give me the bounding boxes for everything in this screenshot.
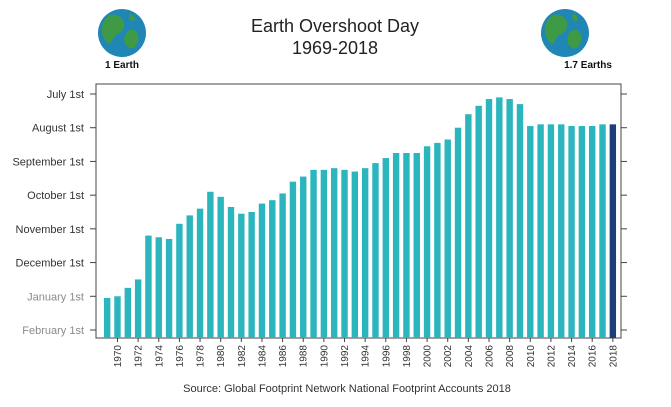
- bar-2003: [454, 127, 462, 338]
- bar-1990: [320, 169, 328, 338]
- x-tick-label: 1972: [134, 345, 145, 368]
- x-tick-label: 1982: [237, 345, 248, 368]
- y-axis: July 1st August 1st September 1st October 1…: [12, 89, 627, 337]
- x-tick-label: 2008: [505, 345, 516, 368]
- bar-1988: [300, 176, 307, 338]
- x-tick-label: 1980: [216, 345, 227, 368]
- x-tick-label: 2012: [546, 345, 557, 368]
- bar-1978: [196, 208, 204, 338]
- bar-2007: [496, 97, 503, 338]
- y-tick-label: July 1st: [47, 89, 84, 101]
- bar-1973: [145, 235, 152, 338]
- earth-globe-icon: [98, 9, 146, 57]
- bar-2017: [599, 124, 606, 338]
- bar-1982: [238, 213, 245, 338]
- bar-1981: [227, 206, 235, 338]
- bar-1977: [186, 215, 193, 338]
- bar-1976: [176, 223, 183, 338]
- x-tick-label: 2014: [567, 345, 578, 368]
- bar-1989: [310, 169, 317, 338]
- x-tick-label: 1974: [154, 345, 165, 368]
- bar-1997: [392, 153, 400, 338]
- y-tick-label: February 1st: [22, 325, 84, 337]
- x-tick-label: 2010: [526, 345, 537, 368]
- source-note: Source: Global Footprint Network Nationa…: [183, 383, 511, 395]
- bar-2016: [589, 126, 596, 339]
- y-tick-label: December 1st: [16, 258, 84, 270]
- bar-2004: [465, 114, 472, 338]
- bars-group: [103, 97, 617, 339]
- earth-globe-icon: [541, 9, 589, 57]
- bar-1971: [124, 287, 131, 338]
- x-tick-label: 1976: [175, 345, 186, 368]
- x-tick-label: 1990: [319, 345, 330, 368]
- y-tick-label: January 1st: [27, 291, 84, 303]
- x-tick-label: 2004: [464, 345, 475, 368]
- bar-1986: [279, 193, 286, 338]
- bar-1974: [155, 237, 162, 338]
- x-tick-label: 1992: [340, 345, 351, 368]
- bar-1984: [258, 203, 266, 338]
- bar-2011: [537, 124, 544, 338]
- bar-2014: [568, 126, 575, 339]
- y-tick-label: September 1st: [12, 156, 84, 168]
- bar-2005: [475, 105, 482, 338]
- x-tick-label: 1998: [402, 345, 413, 368]
- bar-2008: [506, 99, 513, 338]
- plot-frame: [95, 83, 622, 339]
- earth-globe-partial-icon: [593, 9, 641, 57]
- bar-1996: [382, 158, 389, 338]
- x-tick-label: 1978: [196, 345, 207, 368]
- x-tick-label: 2000: [423, 345, 434, 368]
- right-earth-label: 1.7 Earths: [564, 60, 612, 71]
- bar-1979: [207, 191, 214, 338]
- bar-1994: [361, 168, 369, 338]
- bar-2009: [516, 104, 524, 338]
- bar-2006: [485, 99, 493, 338]
- bar-1983: [248, 212, 255, 338]
- bar-1995: [372, 163, 379, 338]
- bar-1970: [114, 296, 121, 338]
- bar-1975: [165, 238, 173, 338]
- x-tick-label: 1984: [257, 345, 268, 368]
- y-tick-label: October 1st: [27, 190, 84, 202]
- y-tick-label: November 1st: [16, 224, 84, 236]
- bar-1999: [413, 153, 420, 338]
- x-tick-label: 2018: [608, 345, 619, 368]
- bar-1992: [341, 169, 348, 338]
- bar-2000: [423, 146, 431, 338]
- bar-2010: [527, 126, 534, 339]
- bar-2002: [444, 139, 451, 338]
- x-tick-label: 2002: [443, 345, 454, 368]
- bar-1985: [269, 200, 276, 338]
- bar-2013: [558, 124, 565, 338]
- bar-1991: [331, 168, 338, 338]
- chart-subtitle: 1969-2018: [292, 38, 378, 58]
- x-tick-label: 1970: [113, 345, 124, 368]
- bar-2018: [609, 124, 617, 338]
- bar-1987: [289, 181, 297, 338]
- bar-1980: [217, 196, 224, 338]
- chart-title: Earth Overshoot Day: [251, 16, 419, 36]
- bar-2001: [434, 142, 441, 338]
- bar-2012: [547, 124, 555, 338]
- x-tick-label: 1986: [278, 345, 289, 368]
- y-tick-label: August 1st: [32, 123, 84, 135]
- x-tick-label: 2016: [588, 345, 599, 368]
- x-tick-label: 1988: [299, 345, 310, 368]
- bar-1993: [351, 171, 359, 338]
- x-axis: 1970 1972 1974 1976 1978 1980 1982 1984 1986 1988…: [113, 338, 619, 367]
- left-earth-label: 1 Earth: [105, 60, 139, 71]
- x-tick-label: 2006: [485, 345, 496, 368]
- x-tick-label: 1994: [361, 345, 372, 368]
- x-tick-label: 1996: [381, 345, 392, 368]
- bar-1998: [403, 153, 410, 338]
- bar-1969: [103, 297, 111, 338]
- bar-1972: [134, 279, 142, 338]
- bar-2015: [578, 126, 586, 339]
